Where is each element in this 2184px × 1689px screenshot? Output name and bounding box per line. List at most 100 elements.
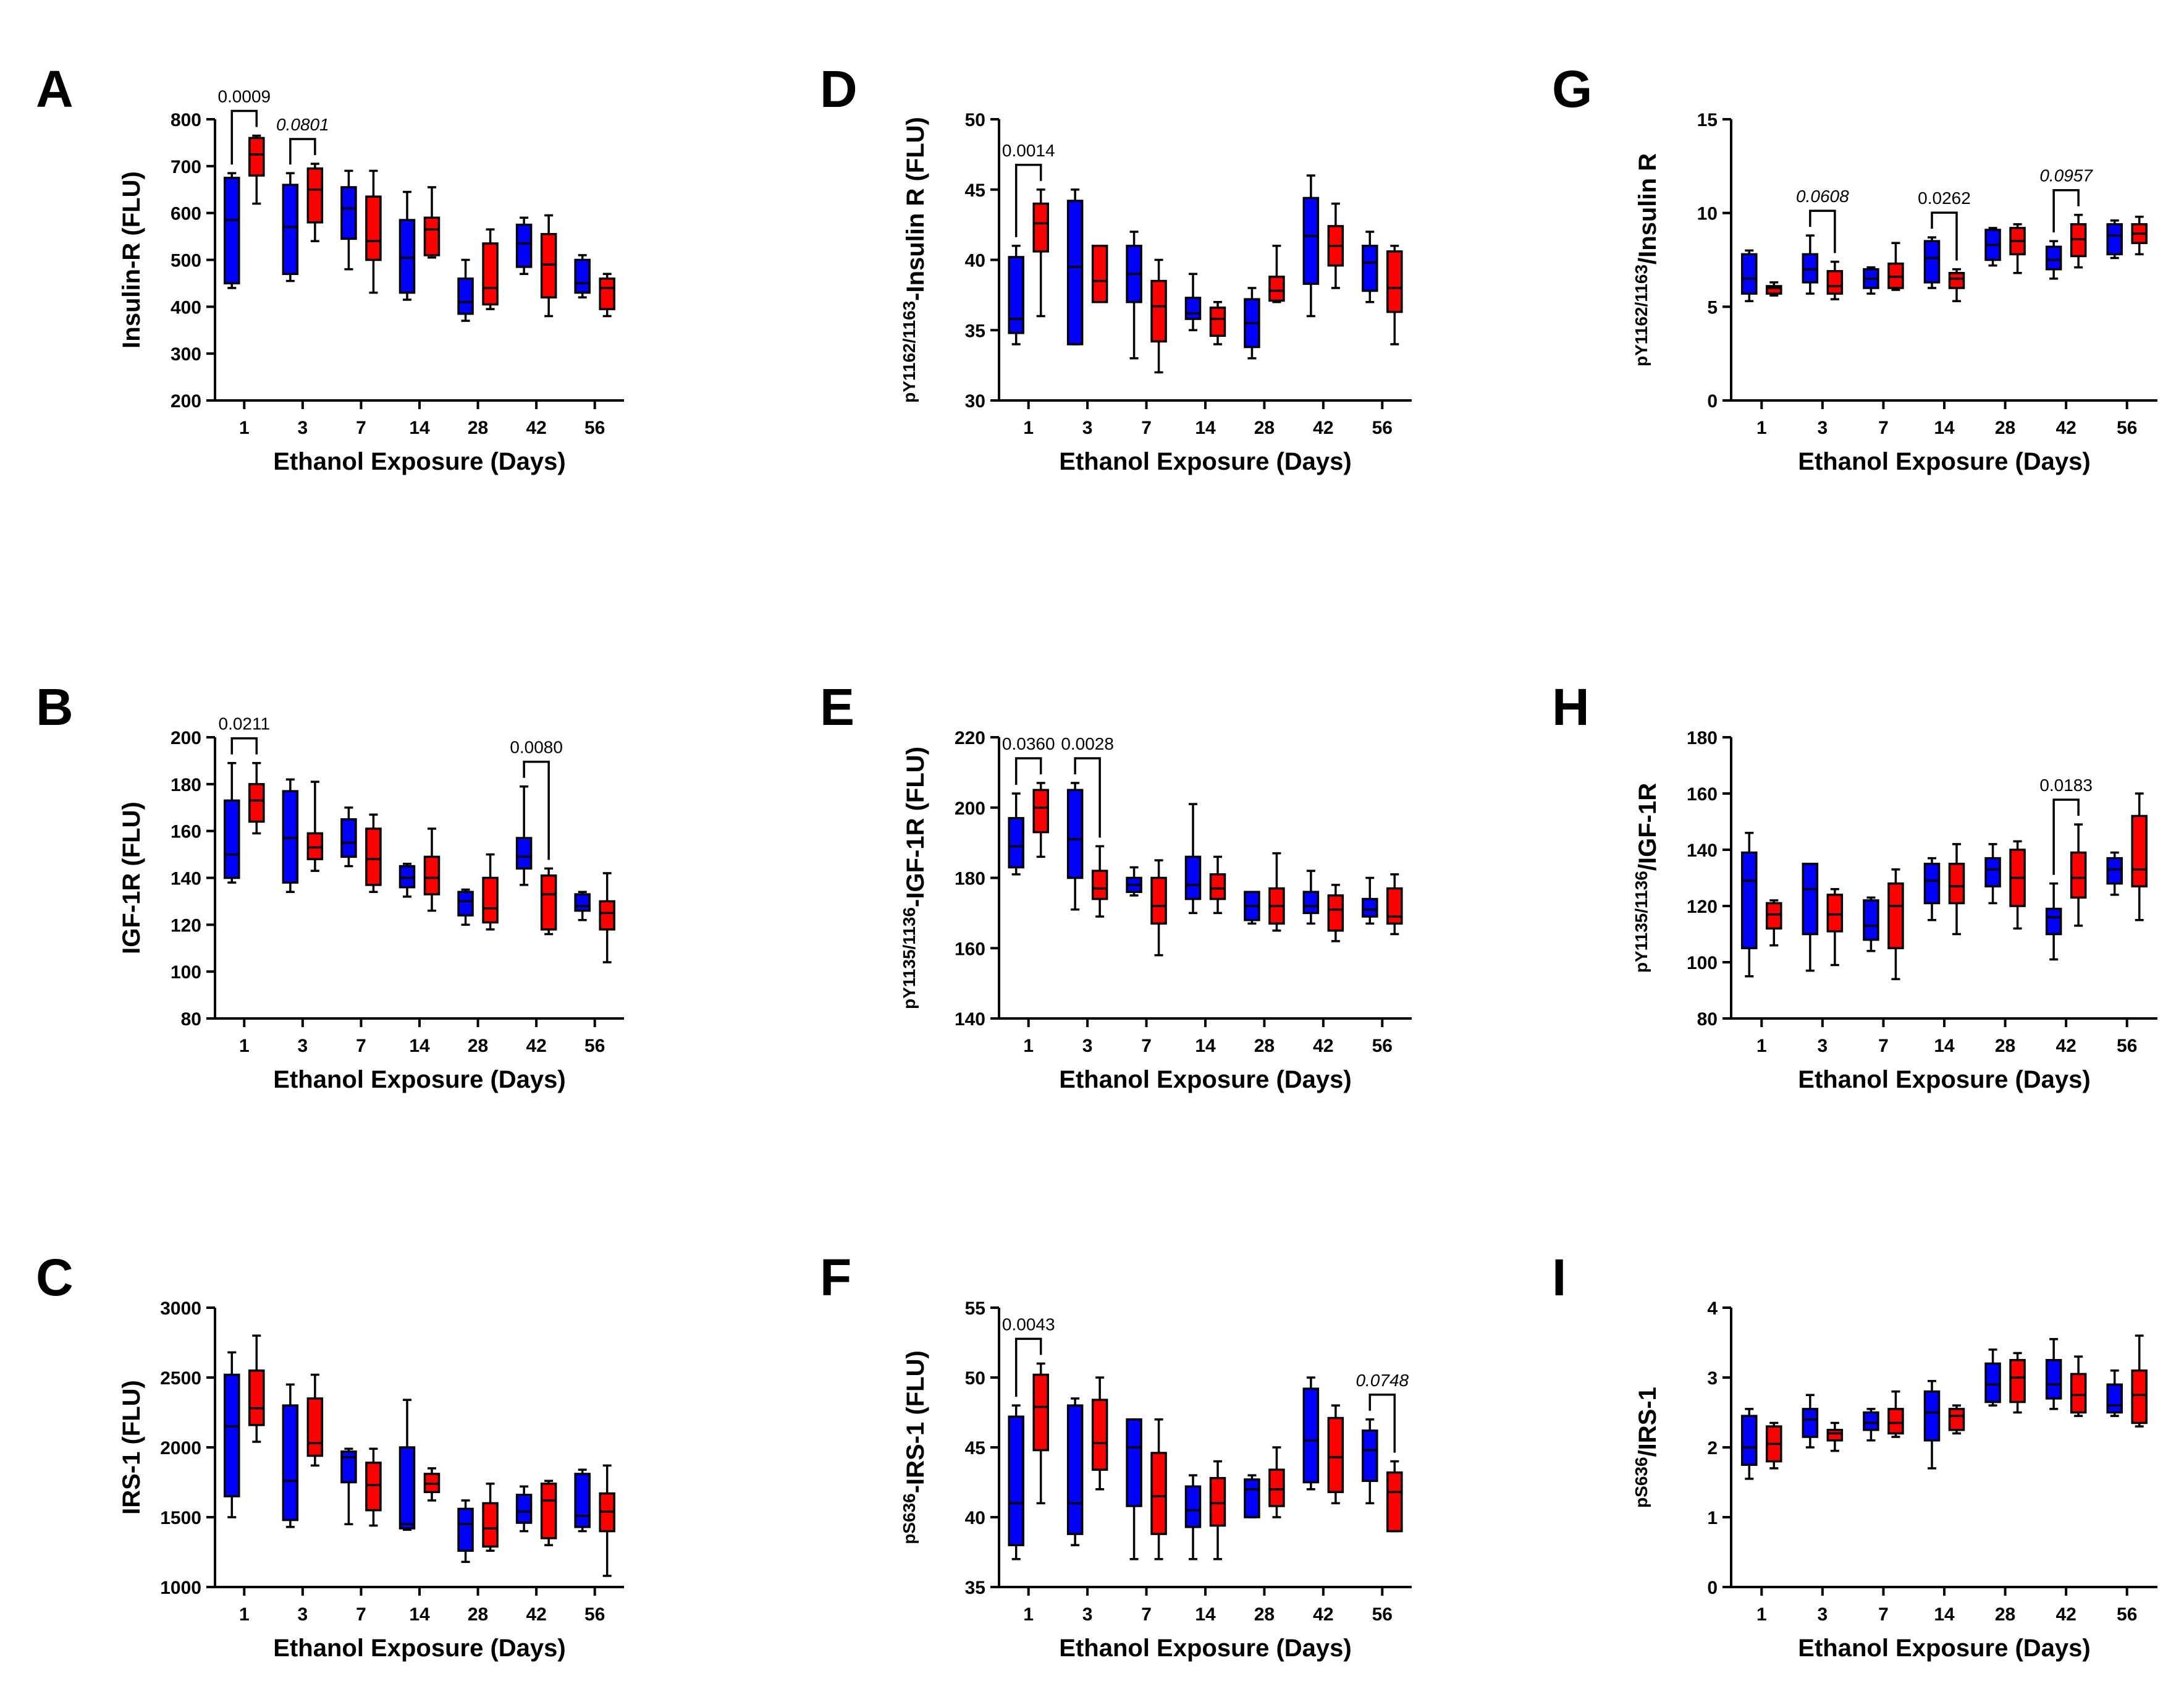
box-ethanol-day-3 bbox=[306, 781, 324, 872]
x-axis-title: Ethanol Exposure (Days) bbox=[1059, 448, 1351, 475]
box-ethanol-day-42 bbox=[2070, 823, 2087, 927]
y-tick-label: 140 bbox=[171, 869, 201, 889]
box-control-day-7 bbox=[1863, 1408, 1879, 1442]
box-iqr bbox=[1209, 1476, 1226, 1527]
x-tick-label: 42 bbox=[2055, 1036, 2076, 1056]
y-axis-title: Insulin-R (FLU) bbox=[118, 171, 145, 349]
box-control-day-3 bbox=[1802, 234, 1819, 295]
box-ethanol-day-3 bbox=[306, 163, 324, 242]
y-axis-title-text: -IGF-1R (FLU) bbox=[902, 747, 929, 907]
box-ethanol-day-1 bbox=[248, 134, 265, 205]
box-control-day-14 bbox=[398, 1399, 416, 1531]
y-tick-label: 200 bbox=[955, 798, 985, 819]
box-control-day-42 bbox=[2045, 1338, 2062, 1410]
box-iqr bbox=[457, 277, 474, 315]
box-iqr bbox=[1802, 863, 1819, 936]
box-iqr bbox=[1386, 250, 1403, 313]
x-tick-label: 56 bbox=[584, 418, 605, 438]
panel-letter: C bbox=[36, 1248, 74, 1306]
x-tick-label: 1 bbox=[1756, 418, 1767, 438]
box-ethanol-day-7 bbox=[1887, 242, 1904, 291]
box-control-day-7 bbox=[340, 806, 357, 868]
box-iqr bbox=[574, 893, 591, 912]
p-value-label: 0.0183 bbox=[2039, 776, 2093, 795]
box-ethanol-day-3 bbox=[306, 1373, 324, 1467]
y-axis-title: pY1162/1163/Insulin R bbox=[1632, 153, 1661, 366]
panel-B: B 80 100 120 140 160 180 200 1 3 7 14 28 42 56 Ethanol … bbox=[36, 678, 624, 1093]
box-control-day-3 bbox=[1802, 1394, 1819, 1449]
box-iqr bbox=[540, 1483, 557, 1539]
box-ethanol-day-1 bbox=[1032, 1362, 1049, 1505]
box-ethanol-day-56 bbox=[2131, 792, 2148, 921]
box-ethanol-day-56 bbox=[1386, 873, 1403, 936]
box-iqr bbox=[515, 1494, 533, 1524]
box-control-day-7 bbox=[1863, 266, 1879, 295]
box-iqr bbox=[1209, 307, 1226, 337]
x-axis-title: Ethanol Exposure (Days) bbox=[273, 1635, 565, 1662]
y-axis-title-text: Insulin-R (FLU) bbox=[118, 171, 145, 349]
y-tick-label: 3 bbox=[1707, 1368, 1718, 1389]
y-tick-label: 1000 bbox=[160, 1578, 201, 1598]
box-control-day-56 bbox=[1362, 231, 1378, 303]
box-ethanol-day-14 bbox=[1209, 1460, 1226, 1560]
box-control-day-42 bbox=[2045, 240, 2062, 280]
significance-bracket bbox=[1014, 1337, 1042, 1397]
box-ethanol-day-3 bbox=[1826, 1421, 1844, 1452]
y-axis-title-text: /IGF-1R bbox=[1634, 783, 1661, 871]
x-tick-label: 28 bbox=[1995, 1604, 2015, 1625]
box-iqr bbox=[306, 167, 324, 224]
box-ethanol-day-42 bbox=[1327, 1404, 1344, 1505]
box-iqr bbox=[1826, 269, 1844, 295]
box-ethanol-day-14 bbox=[423, 1467, 441, 1502]
box-iqr bbox=[340, 186, 357, 240]
box-iqr bbox=[398, 219, 416, 294]
y-tick-label: 160 bbox=[1687, 784, 1718, 805]
box-iqr bbox=[1386, 1471, 1403, 1533]
box-control-day-3 bbox=[1802, 863, 1819, 972]
x-tick-label: 42 bbox=[1313, 418, 1333, 438]
box-ethanol-day-42 bbox=[2070, 213, 2087, 269]
x-tick-label: 14 bbox=[1195, 1604, 1216, 1625]
x-tick-label: 7 bbox=[356, 418, 366, 438]
box-iqr bbox=[1184, 855, 1202, 900]
x-tick-label: 1 bbox=[1756, 1036, 1767, 1056]
box-ethanol-day-14 bbox=[1948, 1404, 1965, 1435]
box-ethanol-day-1 bbox=[1766, 1421, 1782, 1470]
y-tick-label: 160 bbox=[171, 822, 201, 842]
box-ethanol-day-3 bbox=[1826, 260, 1844, 300]
box-iqr bbox=[340, 1450, 357, 1484]
x-tick-label: 42 bbox=[1313, 1604, 1333, 1625]
box-control-day-28 bbox=[457, 888, 474, 926]
x-tick-label: 1 bbox=[1023, 1604, 1034, 1625]
box-iqr bbox=[1766, 902, 1782, 930]
x-tick-label: 14 bbox=[1934, 1604, 1955, 1625]
box-control-day-7 bbox=[1126, 231, 1142, 360]
box-iqr bbox=[1826, 1429, 1844, 1442]
y-tick-label: 40 bbox=[965, 1508, 985, 1528]
y-tick-label: 200 bbox=[171, 728, 201, 748]
box-control-day-3 bbox=[282, 1383, 299, 1528]
box-control-day-7 bbox=[1863, 896, 1879, 952]
significance-bracket bbox=[2052, 798, 2080, 875]
panel-letter: G bbox=[1552, 60, 1592, 118]
y-tick-label: 180 bbox=[171, 775, 201, 795]
x-tick-label: 3 bbox=[1818, 1036, 1828, 1056]
box-iqr bbox=[1302, 891, 1320, 915]
box-control-day-1 bbox=[1008, 792, 1024, 876]
panel-G: G 0 5 10 15 1 3 7 14 28 42 56 Ethanol Exposure (Days… bbox=[1552, 60, 2157, 475]
box-ethanol-day-28 bbox=[482, 228, 499, 310]
box-iqr bbox=[1066, 789, 1084, 879]
box-ethanol-day-1 bbox=[248, 761, 265, 835]
y-tick-label: 140 bbox=[955, 1009, 985, 1030]
box-ethanol-day-14 bbox=[423, 186, 441, 259]
box-ethanol-day-56 bbox=[599, 273, 615, 318]
y-tick-label: 2500 bbox=[160, 1368, 201, 1389]
x-tick-label: 14 bbox=[409, 1604, 430, 1625]
box-control-day-28 bbox=[1984, 843, 2001, 905]
box-iqr bbox=[1984, 857, 2001, 887]
panel-letter: B bbox=[36, 678, 74, 736]
box-iqr bbox=[1984, 1362, 2001, 1403]
p-value-label: 0.0080 bbox=[510, 738, 563, 757]
box-ethanol-day-7 bbox=[1150, 258, 1167, 374]
y-tick-label: 15 bbox=[1697, 110, 1718, 130]
